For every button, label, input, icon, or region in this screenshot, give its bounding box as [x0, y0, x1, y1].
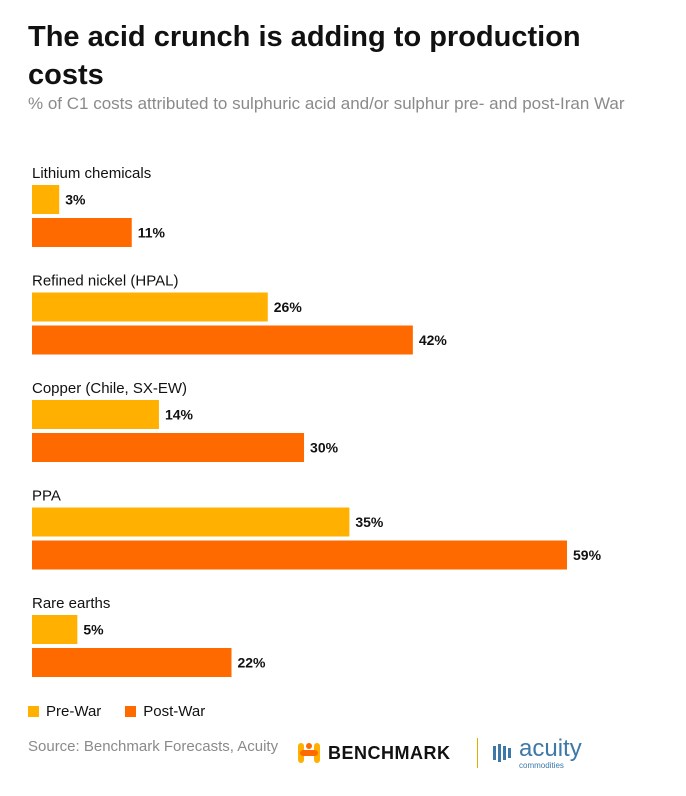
legend-swatch-pre-war — [28, 705, 39, 717]
bar-chart: Lithium chemicals 3% 11% Refined nickel (HP… — [32, 165, 602, 677]
data-label: 3% — [65, 192, 86, 208]
category-label: Refined nickel (HPAL) — [32, 273, 178, 290]
bar-pre-war — [32, 400, 159, 429]
data-label: 30% — [310, 440, 339, 456]
bar-pre-war — [32, 185, 60, 214]
bar-post-war — [32, 325, 413, 355]
bar-post-war — [32, 218, 132, 247]
category-label: PPA — [32, 488, 61, 505]
bar-pre-war — [32, 615, 78, 644]
acuity-logo-icon — [493, 744, 511, 762]
acuity-logo: acuity commodities — [492, 736, 582, 770]
logo-divider — [477, 738, 478, 768]
bar-post-war — [32, 433, 305, 462]
benchmark-logo-icon — [298, 743, 320, 763]
bar-pre-war — [32, 292, 268, 322]
benchmark-logo-text: BENCHMARK — [328, 742, 451, 763]
legend: Pre-War Post-War — [28, 700, 229, 722]
bar-post-war — [32, 648, 232, 677]
acuity-logo-text: acuity — [519, 734, 582, 762]
category-label: Lithium chemicals — [32, 165, 151, 182]
data-label: 11% — [138, 225, 166, 241]
data-label: 26% — [274, 299, 303, 315]
data-label: 35% — [355, 514, 384, 530]
chart-subtitle: % of C1 costs attributed to sulphuric ac… — [28, 94, 625, 113]
data-label: 5% — [83, 622, 104, 638]
legend-item-pre-war: Pre-War — [28, 703, 101, 720]
acuity-logo-subtext: commodities — [519, 760, 564, 770]
legend-swatch-post-war — [125, 705, 137, 717]
data-label: 42% — [419, 332, 448, 348]
legend-label-post-war: Post-War — [143, 702, 206, 720]
data-label: 14% — [165, 407, 194, 423]
legend-label-pre-war: Pre-War — [46, 702, 102, 720]
bar-pre-war — [32, 507, 350, 537]
bar-post-war — [32, 540, 567, 570]
data-label: 59% — [573, 547, 602, 563]
category-label: Rare earths — [32, 595, 110, 612]
category-label: Copper (Chile, SX-EW) — [32, 380, 187, 397]
chart-title: The acid crunch is adding to production … — [28, 21, 581, 91]
data-label: 22% — [237, 655, 266, 671]
source-note: Source: Benchmark Forecasts, Acuity — [28, 738, 279, 755]
legend-item-post-war: Post-War — [125, 703, 205, 720]
benchmark-logo: BENCHMARK — [296, 738, 451, 768]
